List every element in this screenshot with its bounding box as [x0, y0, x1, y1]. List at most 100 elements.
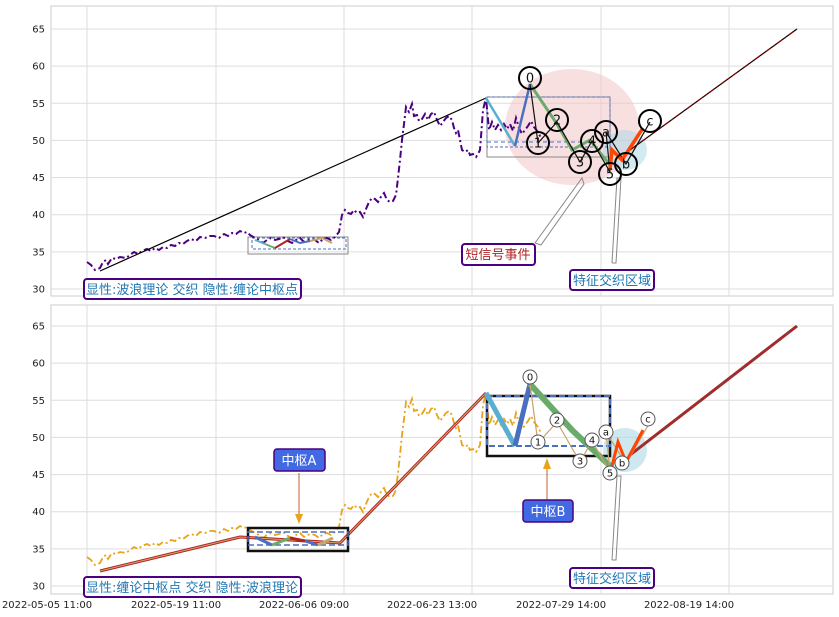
top-wave-marker: [518, 66, 542, 90]
top-y-tick-label: 55: [32, 99, 45, 110]
x-tick-label: 2022-05-19 11:00: [131, 600, 221, 611]
top-wave-label: 5: [606, 168, 614, 183]
bottom-y-tick-labels: 30 35 40 45 50 55 60 65: [32, 322, 45, 593]
bottom-wave-marker: [572, 453, 588, 469]
top-wave-marker: [614, 152, 638, 176]
x-tick-labels: 2022-05-05 11:00 2022-05-19 11:00 2022-06-…: [2, 600, 734, 611]
bottom-y-tick-label: 45: [32, 470, 45, 481]
top-wave-marker: [638, 109, 662, 133]
bottom-projection-line: [629, 324, 798, 457]
bottom-y-tick-label: 50: [32, 433, 45, 444]
annotation-feature-zone-bottom-text: 特征交织区域: [573, 571, 651, 587]
bottom-series-layer: [86, 324, 798, 573]
legend-top-text: 显性:波浪理论 交织 隐性:缠论中枢点: [86, 282, 298, 298]
bottom-wave-12: [512, 383, 533, 447]
annotation-feature-zone-top: 特征交织区域: [569, 269, 655, 291]
top-wave-label: 4: [588, 135, 596, 150]
top-y-tick-label: 35: [32, 247, 45, 258]
top-wave-label: c: [646, 115, 653, 130]
bottom-small-wave-5: [317, 536, 334, 547]
zhongshu-a-inner: [247, 531, 349, 546]
bottom-wave-label-layer: 0 1 2 34 5 a b c: [522, 369, 656, 481]
top-wave-label: a: [602, 126, 610, 141]
top-small-wave-2: [264, 243, 276, 249]
bottom-y-tick-label: 35: [32, 544, 45, 555]
zhongshu-a-label: 中枢A: [273, 448, 326, 472]
top-y-tick-labels: 30 35 40 45 50 55 60 65: [32, 25, 45, 296]
bottom-wave-marker: [614, 455, 630, 471]
bottom-wave-label: 5: [607, 469, 613, 480]
bottom-y-tick-label: 40: [32, 507, 45, 518]
top-wave-12: [513, 83, 532, 147]
top-wave-marker: [594, 120, 618, 144]
bottom-small-wave-1: [254, 535, 273, 547]
x-tick-label: 2022-07-29 14:00: [516, 600, 606, 611]
bottom-y-tick-label: 65: [32, 322, 45, 333]
bottom-wave-01: [483, 391, 518, 448]
zhongshu-a-arrowhead: [295, 514, 303, 524]
top-small-wave-3: [274, 238, 291, 249]
bottom-wave-label: 0: [527, 373, 533, 384]
bottom-wave-label: a: [603, 428, 609, 439]
bottom-wave-label: 3: [577, 457, 583, 468]
bottom-small-wave-4: [304, 539, 319, 547]
top-trend-line: [99, 97, 487, 272]
bottom-small-wave-2: [271, 536, 291, 547]
legend-bottom-text: 显性:缠论中枢点 交织 隐性:波浪理论: [86, 580, 298, 596]
top-wave-up: [608, 127, 645, 171]
annotation-feature-zone-top-text: 特征交织区域: [573, 273, 651, 289]
bottom-gridlines: [51, 305, 833, 594]
bottom-wave-label: 2: [554, 416, 560, 427]
bottom-stroke-line-inner: [99, 392, 487, 572]
top-wave-label: b: [622, 158, 630, 173]
short-signal-arrow: [534, 176, 585, 246]
bottom-wave-label: c: [645, 415, 651, 426]
bottom-panel-frame: [50, 304, 834, 595]
top-y-tick-label: 60: [32, 62, 45, 73]
bottom-wave-marker: [522, 369, 538, 385]
bottom-wave-down: [527, 381, 613, 469]
bottom-wave-marker: [602, 465, 618, 481]
top-projection-dashdot: [629, 28, 798, 151]
legend-top: 显性:波浪理论 交织 隐性:缠论中枢点: [83, 278, 302, 300]
top-zhongshu-inner-a: [251, 237, 347, 250]
top-wave-marker: [545, 108, 569, 132]
bottom-wave-up: [610, 429, 645, 467]
top-wave-marker: [580, 129, 604, 153]
bottom-wave-marker: [549, 412, 565, 428]
x-tick-label: 2022-08-19 14:00: [644, 600, 734, 611]
top-y-tick-label: 50: [32, 136, 45, 147]
top-wave-label: 2: [553, 114, 561, 129]
zhongshu-b-label: 中枢B: [522, 499, 574, 523]
x-tick-label: 2022-06-23 13:00: [387, 600, 477, 611]
top-small-wave-4: [289, 238, 311, 245]
top-wave-label-layer: 0 12 34 5 a b c: [518, 66, 662, 186]
zhongshu-b-inner: [486, 395, 611, 447]
zhongshu-a-label-text: 中枢A: [282, 454, 317, 469]
top-y-tick-label: 30: [32, 285, 45, 296]
top-small-waves: [254, 239, 266, 245]
bottom-small-wave-3: [289, 536, 306, 543]
top-y-tick-label: 40: [32, 210, 45, 221]
bottom-wave-marker: [530, 434, 546, 450]
bottom-wave-label: b: [619, 459, 625, 470]
bottom-wave-label: 4: [589, 436, 595, 447]
top-wave-label: 3: [576, 156, 584, 171]
legend-bottom: 显性:缠论中枢点 交织 隐性:波浪理论: [83, 576, 302, 598]
bottom-wave-marker: [640, 411, 656, 427]
x-tick-label: 2022-06-06 09:00: [259, 600, 349, 611]
x-tick-label: 2022-05-05 11:00: [2, 600, 92, 611]
top-y-tick-label: 45: [32, 173, 45, 184]
top-wave-marker: [526, 131, 550, 155]
bottom-wave-marker: [584, 432, 600, 448]
annotation-feature-zone-bottom: 特征交织区域: [569, 567, 655, 589]
bottom-wave-label: 1: [535, 438, 541, 449]
top-y-tick-label: 65: [32, 25, 45, 36]
top-wave-sub: [529, 83, 651, 173]
bottom-y-tick-label: 55: [32, 396, 45, 407]
top-wave-marker: [568, 150, 592, 174]
bottom-y-tick-label: 30: [32, 582, 45, 593]
top-wave-01: [484, 97, 517, 147]
top-zhongshu-box-a: [247, 236, 349, 255]
